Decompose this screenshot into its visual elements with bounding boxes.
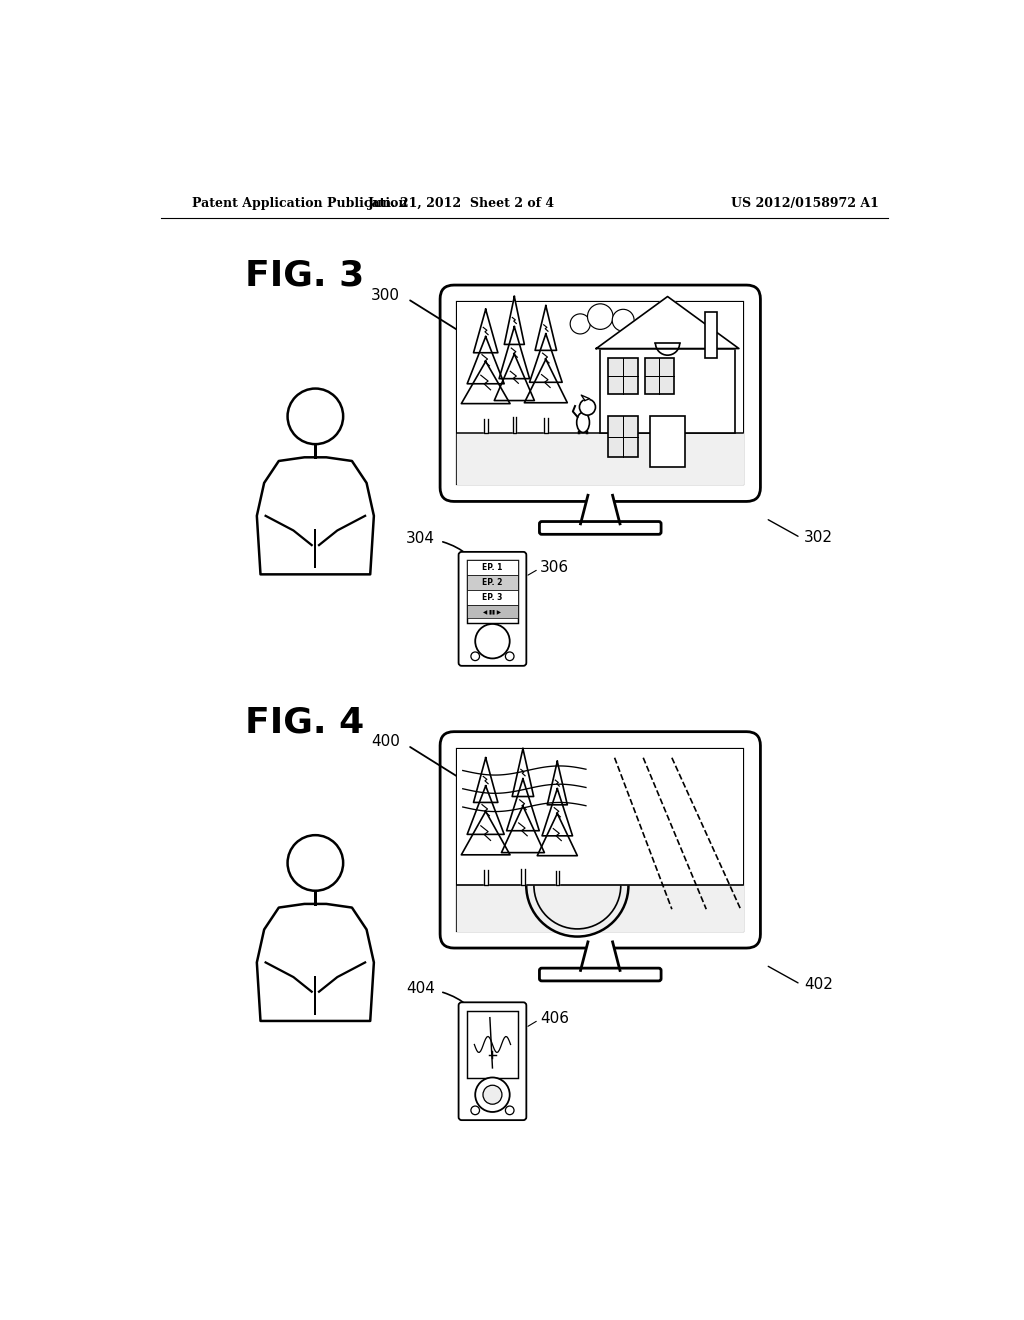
Bar — [608, 416, 638, 457]
Polygon shape — [483, 870, 487, 886]
Circle shape — [612, 309, 634, 331]
Text: EP. 2: EP. 2 — [482, 578, 503, 587]
Polygon shape — [462, 362, 510, 404]
Circle shape — [475, 624, 510, 659]
Polygon shape — [457, 433, 743, 484]
Polygon shape — [462, 812, 510, 855]
Text: 304: 304 — [406, 531, 435, 545]
Bar — [645, 358, 675, 395]
Bar — [457, 302, 743, 484]
Circle shape — [675, 318, 691, 334]
Polygon shape — [499, 326, 529, 379]
Polygon shape — [495, 354, 535, 400]
Text: EP. 1: EP. 1 — [482, 564, 503, 573]
Polygon shape — [507, 779, 540, 830]
FancyBboxPatch shape — [459, 1002, 526, 1121]
Bar — [706, 312, 718, 358]
Polygon shape — [257, 457, 374, 574]
Bar — [467, 560, 518, 576]
Polygon shape — [536, 306, 557, 350]
Polygon shape — [556, 871, 559, 886]
Text: 302: 302 — [804, 531, 834, 545]
Polygon shape — [467, 785, 504, 834]
Circle shape — [471, 1106, 479, 1114]
Polygon shape — [257, 904, 374, 1020]
Polygon shape — [529, 334, 562, 383]
Polygon shape — [467, 337, 504, 384]
Polygon shape — [457, 886, 743, 931]
Circle shape — [656, 310, 676, 330]
Polygon shape — [504, 297, 524, 345]
Circle shape — [288, 388, 343, 444]
Polygon shape — [542, 788, 572, 836]
Circle shape — [588, 304, 613, 330]
Bar — [457, 748, 743, 931]
Text: 406: 406 — [541, 1011, 569, 1026]
Polygon shape — [521, 869, 524, 886]
Text: 300: 300 — [371, 288, 400, 302]
Circle shape — [634, 317, 652, 335]
Polygon shape — [524, 359, 567, 403]
Circle shape — [644, 321, 659, 335]
FancyBboxPatch shape — [440, 731, 761, 948]
Circle shape — [483, 1085, 502, 1105]
Circle shape — [580, 399, 596, 416]
Text: 404: 404 — [406, 981, 435, 997]
Polygon shape — [502, 807, 545, 853]
Text: Patent Application Publication: Patent Application Publication — [193, 197, 408, 210]
Text: 402: 402 — [804, 977, 834, 991]
Text: US 2012/0158972 A1: US 2012/0158972 A1 — [731, 197, 879, 210]
Polygon shape — [483, 418, 487, 433]
Bar — [467, 1011, 518, 1078]
FancyBboxPatch shape — [540, 968, 662, 981]
Bar — [467, 590, 518, 605]
Bar — [467, 605, 518, 618]
Polygon shape — [473, 309, 498, 352]
Text: 400: 400 — [371, 734, 400, 750]
Circle shape — [570, 314, 590, 334]
Polygon shape — [512, 748, 534, 796]
Bar — [650, 416, 685, 467]
Polygon shape — [473, 758, 498, 803]
FancyBboxPatch shape — [440, 285, 761, 502]
Polygon shape — [581, 495, 620, 524]
Circle shape — [475, 1077, 510, 1111]
FancyBboxPatch shape — [459, 552, 526, 665]
Polygon shape — [538, 813, 578, 855]
Bar — [457, 302, 743, 484]
Polygon shape — [596, 297, 739, 348]
Bar — [608, 358, 638, 395]
Text: 306: 306 — [541, 561, 569, 576]
Circle shape — [506, 1106, 514, 1114]
FancyBboxPatch shape — [540, 521, 662, 535]
Bar — [457, 748, 743, 931]
Bar — [600, 348, 735, 433]
Text: FIG. 4: FIG. 4 — [245, 705, 364, 739]
Circle shape — [471, 652, 479, 660]
Text: FIG. 3: FIG. 3 — [245, 259, 364, 293]
Polygon shape — [513, 417, 516, 433]
Ellipse shape — [577, 412, 590, 433]
Bar — [467, 560, 518, 623]
Circle shape — [288, 836, 343, 891]
Polygon shape — [582, 395, 590, 400]
Text: Jun. 21, 2012  Sheet 2 of 4: Jun. 21, 2012 Sheet 2 of 4 — [368, 197, 555, 210]
Text: ◀ ▮▮ ▶: ◀ ▮▮ ▶ — [483, 609, 502, 614]
Text: EP. 3: EP. 3 — [482, 593, 503, 602]
Circle shape — [506, 652, 514, 660]
Bar — [467, 576, 518, 590]
Polygon shape — [547, 762, 567, 805]
Polygon shape — [581, 942, 620, 970]
Polygon shape — [544, 418, 548, 433]
